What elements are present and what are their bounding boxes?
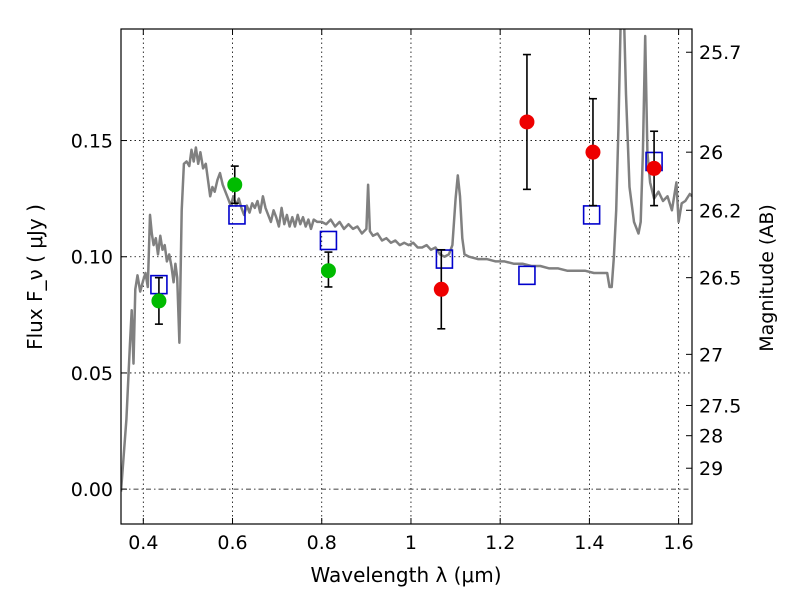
- y-axis-label: Flux F_ν ( μJy ): [23, 204, 47, 350]
- x-tick-label: 1.2: [485, 532, 515, 554]
- right-tick-label: 26.5: [699, 268, 741, 290]
- right-tick-label: 25.7: [699, 42, 741, 64]
- x-axis-label: Wavelength λ (μm): [310, 563, 501, 587]
- observed-point: [519, 114, 535, 130]
- observed-point: [646, 160, 662, 176]
- x-tick-label: 0.6: [217, 532, 247, 554]
- y-tick-label: 0.05: [71, 363, 113, 385]
- observed-point: [227, 177, 243, 193]
- x-tick-label: 0.4: [128, 532, 158, 554]
- x-tick-label: 1.6: [664, 532, 694, 554]
- data-layer: [121, 29, 692, 492]
- y-tick-label: 0.00: [71, 479, 113, 501]
- observed-point: [151, 293, 167, 309]
- x-tick-label: 1.4: [574, 532, 604, 554]
- model-sed-line: [121, 29, 692, 492]
- right-axis-label: Magnitude (AB): [756, 204, 778, 352]
- x-tick-label: 0.8: [307, 532, 337, 554]
- right-tick-label: 27: [699, 344, 723, 366]
- model-photometry-square: [319, 230, 338, 251]
- right-tick-label: 27.5: [699, 395, 741, 417]
- model-photometry-square: [518, 265, 536, 286]
- right-tick-label: 28: [699, 426, 723, 448]
- y-tick-label: 0.15: [71, 131, 113, 153]
- observed-point: [585, 144, 601, 160]
- right-tick-label: 29: [699, 458, 723, 480]
- tick-layer: 0.4 0.6 0.8 1 1.2 1.4 1.6 0.00 0.05 0.10 0.15 25.7 2…: [71, 29, 741, 554]
- right-tick-label: 26: [699, 142, 723, 164]
- observed-point: [320, 263, 336, 279]
- model-photometry-square: [228, 205, 246, 225]
- x-tick-label: 1: [405, 532, 417, 554]
- observed-point: [433, 281, 449, 297]
- right-tick-label: 26.2: [699, 200, 741, 222]
- model-photometry-square: [582, 205, 601, 225]
- grid-layer: [121, 29, 692, 524]
- y-tick-label: 0.10: [71, 247, 113, 269]
- plot-frame: [120, 28, 693, 525]
